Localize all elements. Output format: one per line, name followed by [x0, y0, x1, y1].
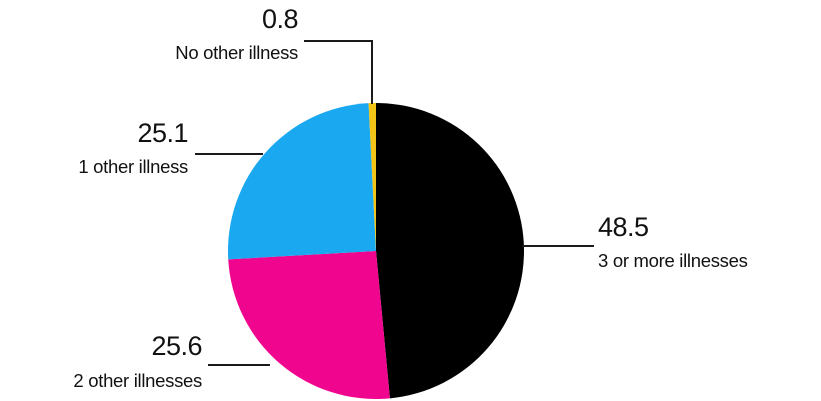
pie-slice-1-other-illness [228, 103, 376, 260]
slice-value-2-other-illnesses: 25.6 [151, 331, 202, 361]
slice-label-1-other-illness: 1 other illness [78, 156, 188, 177]
slice-value-1-other-illness: 25.1 [137, 118, 188, 148]
leader-lines [195, 40, 594, 366]
slice-value-3-or-more-illnesses: 48.5 [598, 212, 649, 242]
slice-label-3-or-more-illnesses: 3 or more illnesses [598, 250, 748, 271]
slice-value-no-other-illness: 0.8 [262, 4, 298, 34]
slice-label-no-other-illness: No other illness [175, 42, 298, 63]
pie-slice-2-other-illnesses [228, 251, 390, 399]
leader-line-no-other-illness [304, 40, 373, 104]
pie-slice-3-or-more-illnesses [376, 103, 525, 399]
pie-slices [228, 103, 525, 399]
pie-slice-no-other-illness [368, 103, 376, 251]
slice-label-2-other-illnesses: 2 other illnesses [73, 370, 202, 391]
